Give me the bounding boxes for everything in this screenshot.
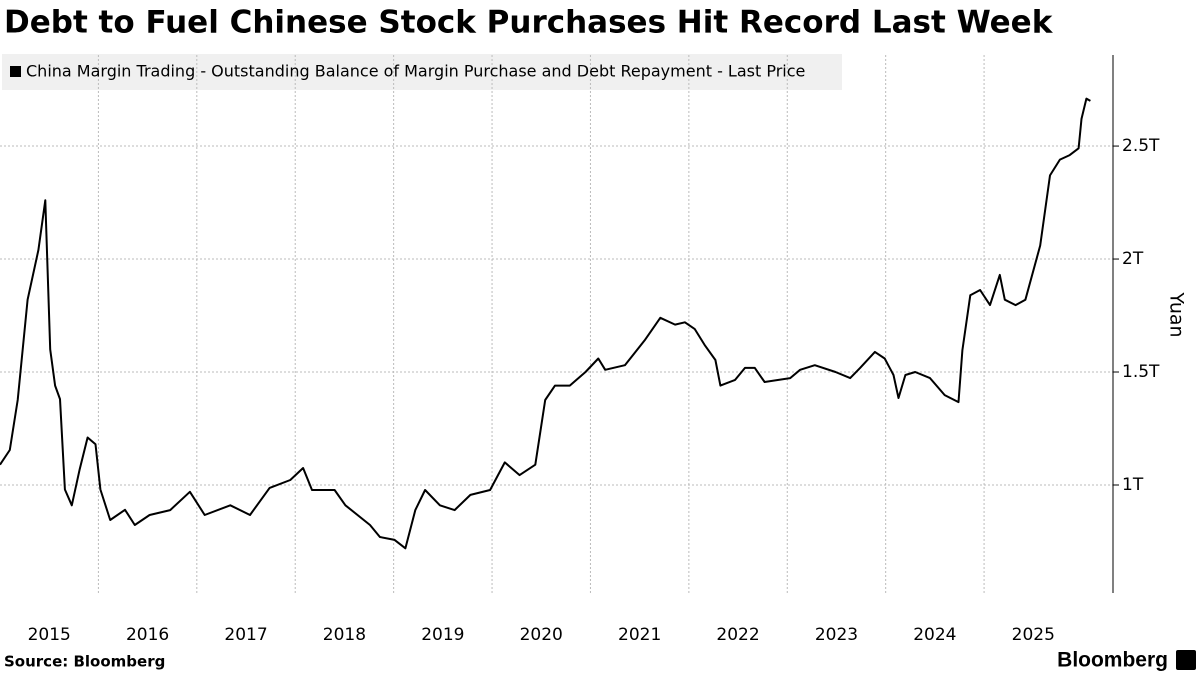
x-tick-label: 2025 bbox=[1012, 625, 1055, 645]
y-tick-label: 2.5T bbox=[1122, 136, 1160, 156]
x-tick-label: 2019 bbox=[421, 625, 464, 645]
source: Source: Bloomberg bbox=[4, 653, 165, 671]
x-tick-label: 2018 bbox=[323, 625, 366, 645]
x-tick-label: 2024 bbox=[913, 625, 956, 645]
brand: Bloomberg bbox=[1057, 649, 1168, 672]
x-tick-label: 2017 bbox=[224, 625, 267, 645]
y-tick-label: 1.5T bbox=[1122, 362, 1160, 382]
y-axis-label: Yuan bbox=[1166, 291, 1188, 337]
x-tick-label: 2020 bbox=[520, 625, 563, 645]
series-line bbox=[0, 97, 1091, 550]
chart-title: Debt to Fuel Chinese Stock Purchases Hit… bbox=[4, 5, 1054, 41]
legend-box bbox=[2, 54, 842, 90]
x-tick-label: 2015 bbox=[28, 625, 71, 645]
legend-swatch bbox=[10, 66, 21, 77]
x-tick-label: 2022 bbox=[716, 625, 759, 645]
x-tick-label: 2023 bbox=[815, 625, 858, 645]
y-tick-label: 2T bbox=[1122, 249, 1144, 269]
brand-icon bbox=[1176, 650, 1196, 670]
y-tick-label: 1T bbox=[1122, 475, 1144, 495]
legend-label: China Margin Trading - Outstanding Balan… bbox=[26, 62, 805, 81]
x-tick-label: 2021 bbox=[618, 625, 661, 645]
x-tick-label: 2016 bbox=[126, 625, 169, 645]
